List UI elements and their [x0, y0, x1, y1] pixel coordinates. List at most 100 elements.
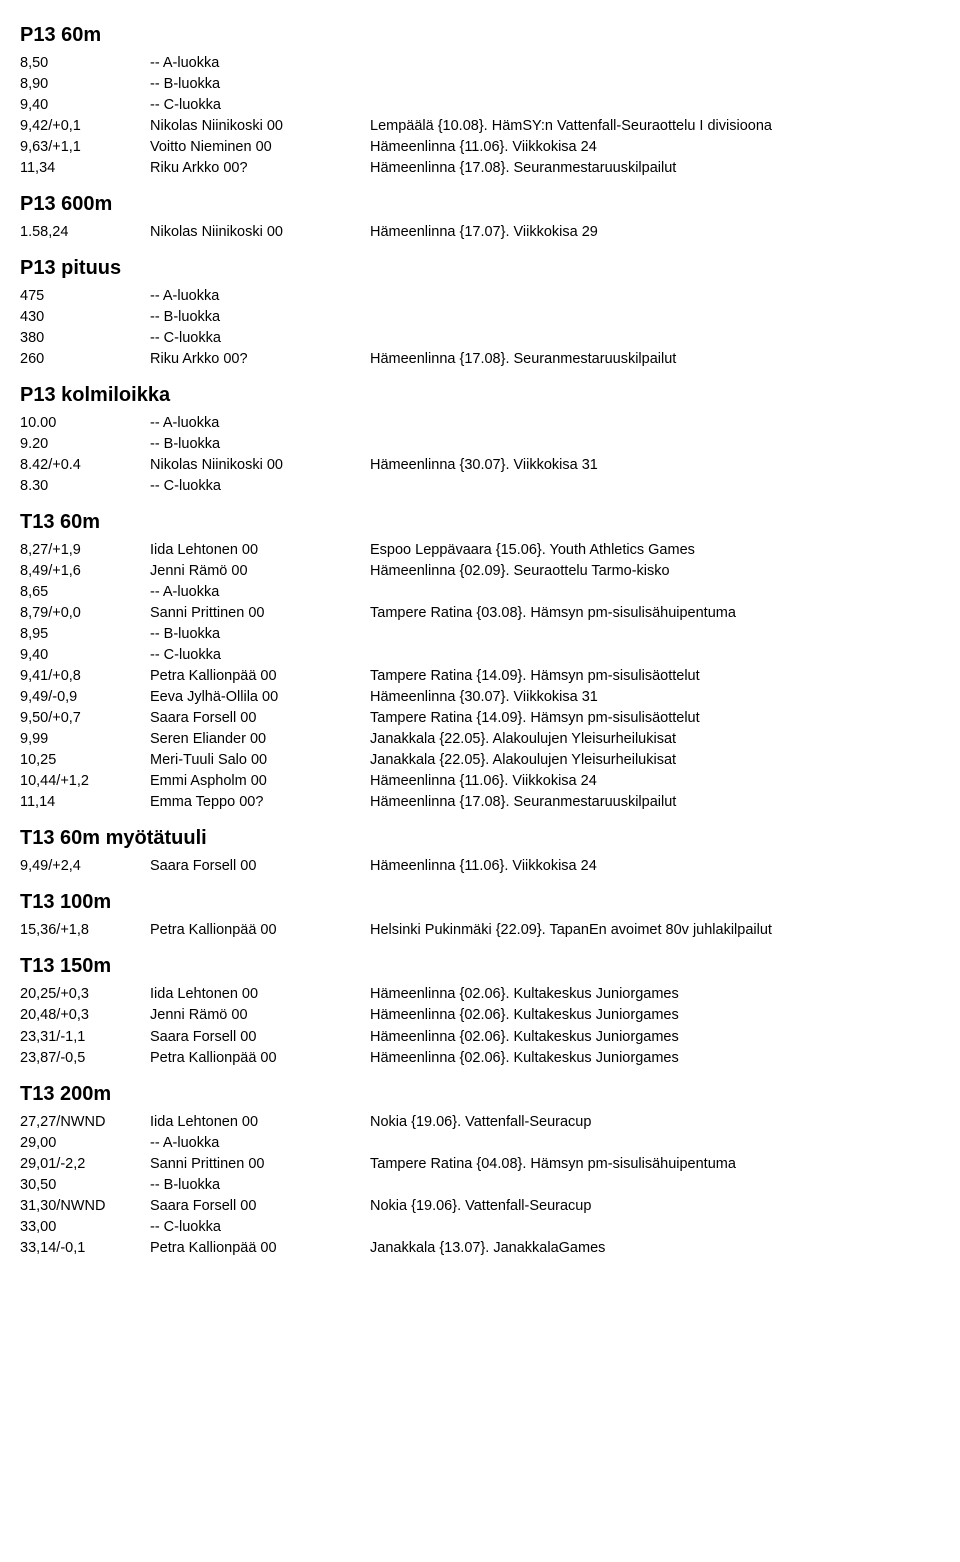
result-athlete: -- B-luokka — [150, 624, 370, 645]
result-row: 23,31/-1,1Saara Forsell 00Hämeenlinna {0… — [20, 1027, 940, 1048]
result-mark: 9,41/+0,8 — [20, 666, 150, 687]
result-athlete: Seren Eliander 00 — [150, 729, 370, 750]
result-row: 30,50-- B-luokka — [20, 1175, 940, 1196]
result-event: Hämeenlinna {17.08}. Seuranmestaruuskilp… — [370, 792, 940, 813]
result-row: 9,42/+0,1Nikolas Niinikoski 00Lempäälä {… — [20, 116, 940, 137]
result-mark: 8,90 — [20, 74, 150, 95]
result-event — [370, 1217, 940, 1238]
result-athlete: Nikolas Niinikoski 00 — [150, 116, 370, 137]
result-row: 33,14/-0,1Petra Kallionpää 00Janakkala {… — [20, 1238, 940, 1259]
result-athlete: Saara Forsell 00 — [150, 856, 370, 877]
result-athlete: -- A-luokka — [150, 53, 370, 74]
result-row: 380-- C-luokka — [20, 328, 940, 349]
result-athlete: -- C-luokka — [150, 645, 370, 666]
result-event: Hämeenlinna {30.07}. Viikkokisa 31 — [370, 687, 940, 708]
results-document: P13 60m8,50-- A-luokka8,90-- B-luokka9,4… — [20, 24, 940, 1259]
result-athlete: -- B-luokka — [150, 74, 370, 95]
result-event: Tampere Ratina {14.09}. Hämsyn pm-sisuli… — [370, 708, 940, 729]
result-event: Hämeenlinna {17.08}. Seuranmestaruuskilp… — [370, 349, 940, 370]
result-athlete: Petra Kallionpää 00 — [150, 1238, 370, 1259]
result-row: 9,40-- C-luokka — [20, 95, 940, 116]
result-athlete: Iida Lehtonen 00 — [150, 984, 370, 1005]
result-mark: 20,48/+0,3 — [20, 1005, 150, 1026]
result-row: 31,30/NWNDSaara Forsell 00Nokia {19.06}.… — [20, 1196, 940, 1217]
result-row: 8.42/+0.4Nikolas Niinikoski 00Hämeenlinn… — [20, 455, 940, 476]
result-mark: 10.00 — [20, 413, 150, 434]
result-event: Nokia {19.06}. Vattenfall-Seuracup — [370, 1112, 940, 1133]
result-event: Tampere Ratina {03.08}. Hämsyn pm-sisuli… — [370, 603, 940, 624]
result-event: Hämeenlinna {17.07}. Viikkokisa 29 — [370, 222, 940, 243]
section-title: P13 kolmiloikka — [20, 384, 940, 407]
section-title: T13 200m — [20, 1083, 940, 1106]
result-row: 15,36/+1,8Petra Kallionpää 00Helsinki Pu… — [20, 920, 940, 941]
result-row: 1.58,24Nikolas Niinikoski 00Hämeenlinna … — [20, 222, 940, 243]
result-event: Hämeenlinna {11.06}. Viikkokisa 24 — [370, 137, 940, 158]
result-event — [370, 582, 940, 603]
result-event — [370, 74, 940, 95]
result-event: Hämeenlinna {02.06}. Kultakeskus Juniorg… — [370, 984, 940, 1005]
result-event: Hämeenlinna {02.06}. Kultakeskus Juniorg… — [370, 1048, 940, 1069]
result-athlete: -- A-luokka — [150, 582, 370, 603]
result-row: 9.20-- B-luokka — [20, 434, 940, 455]
result-athlete: Voitto Nieminen 00 — [150, 137, 370, 158]
result-row: 8.30-- C-luokka — [20, 476, 940, 497]
result-event: Hämeenlinna {02.09}. Seuraottelu Tarmo-k… — [370, 561, 940, 582]
result-row: 29,00-- A-luokka — [20, 1133, 940, 1154]
result-row: 29,01/-2,2Sanni Prittinen 00Tampere Rati… — [20, 1154, 940, 1175]
result-mark: 10,44/+1,2 — [20, 771, 150, 792]
section-title: T13 60m myötätuuli — [20, 827, 940, 850]
result-row: 8,50-- A-luokka — [20, 53, 940, 74]
result-event: Hämeenlinna {17.08}. Seuranmestaruuskilp… — [370, 158, 940, 179]
result-mark: 33,14/-0,1 — [20, 1238, 150, 1259]
result-athlete: -- C-luokka — [150, 95, 370, 116]
result-event: Tampere Ratina {04.08}. Hämsyn pm-sisuli… — [370, 1154, 940, 1175]
result-row: 8,95-- B-luokka — [20, 624, 940, 645]
result-event: Espoo Leppävaara {15.06}. Youth Athletic… — [370, 540, 940, 561]
result-event: Janakkala {13.07}. JanakkalaGames — [370, 1238, 940, 1259]
result-event — [370, 476, 940, 497]
result-mark: 1.58,24 — [20, 222, 150, 243]
result-mark: 8,65 — [20, 582, 150, 603]
result-event — [370, 624, 940, 645]
result-event: Tampere Ratina {14.09}. Hämsyn pm-sisuli… — [370, 666, 940, 687]
result-mark: 8,50 — [20, 53, 150, 74]
result-athlete: Jenni Rämö 00 — [150, 1005, 370, 1026]
result-athlete: Iida Lehtonen 00 — [150, 1112, 370, 1133]
result-athlete: Riku Arkko 00? — [150, 158, 370, 179]
result-row: 8,79/+0,0Sanni Prittinen 00Tampere Ratin… — [20, 603, 940, 624]
result-row: 10.00-- A-luokka — [20, 413, 940, 434]
result-row: 8,49/+1,6Jenni Rämö 00Hämeenlinna {02.09… — [20, 561, 940, 582]
result-mark: 8,95 — [20, 624, 150, 645]
result-mark: 30,50 — [20, 1175, 150, 1196]
result-athlete: Petra Kallionpää 00 — [150, 666, 370, 687]
result-athlete: Nikolas Niinikoski 00 — [150, 222, 370, 243]
result-event — [370, 1133, 940, 1154]
result-mark: 15,36/+1,8 — [20, 920, 150, 941]
result-mark: 8.42/+0.4 — [20, 455, 150, 476]
result-row: 33,00-- C-luokka — [20, 1217, 940, 1238]
result-athlete: -- B-luokka — [150, 1175, 370, 1196]
result-mark: 10,25 — [20, 750, 150, 771]
result-row: 11,14Emma Teppo 00?Hämeenlinna {17.08}. … — [20, 792, 940, 813]
result-row: 10,44/+1,2Emmi Aspholm 00Hämeenlinna {11… — [20, 771, 940, 792]
result-mark: 27,27/NWND — [20, 1112, 150, 1133]
result-mark: 8,49/+1,6 — [20, 561, 150, 582]
result-mark: 20,25/+0,3 — [20, 984, 150, 1005]
result-athlete: Eeva Jylhä-Ollila 00 — [150, 687, 370, 708]
result-athlete: Iida Lehtonen 00 — [150, 540, 370, 561]
result-athlete: -- A-luokka — [150, 413, 370, 434]
result-mark: 9,40 — [20, 95, 150, 116]
result-mark: 9,50/+0,7 — [20, 708, 150, 729]
result-athlete: Emmi Aspholm 00 — [150, 771, 370, 792]
result-event: Hämeenlinna {02.06}. Kultakeskus Juniorg… — [370, 1005, 940, 1026]
section-title: T13 100m — [20, 891, 940, 914]
result-event — [370, 286, 940, 307]
result-mark: 31,30/NWND — [20, 1196, 150, 1217]
result-athlete: Jenni Rämö 00 — [150, 561, 370, 582]
result-row: 475-- A-luokka — [20, 286, 940, 307]
section-title: P13 600m — [20, 193, 940, 216]
result-row: 8,90-- B-luokka — [20, 74, 940, 95]
result-mark: 8,79/+0,0 — [20, 603, 150, 624]
result-athlete: Sanni Prittinen 00 — [150, 603, 370, 624]
result-row: 8,65-- A-luokka — [20, 582, 940, 603]
